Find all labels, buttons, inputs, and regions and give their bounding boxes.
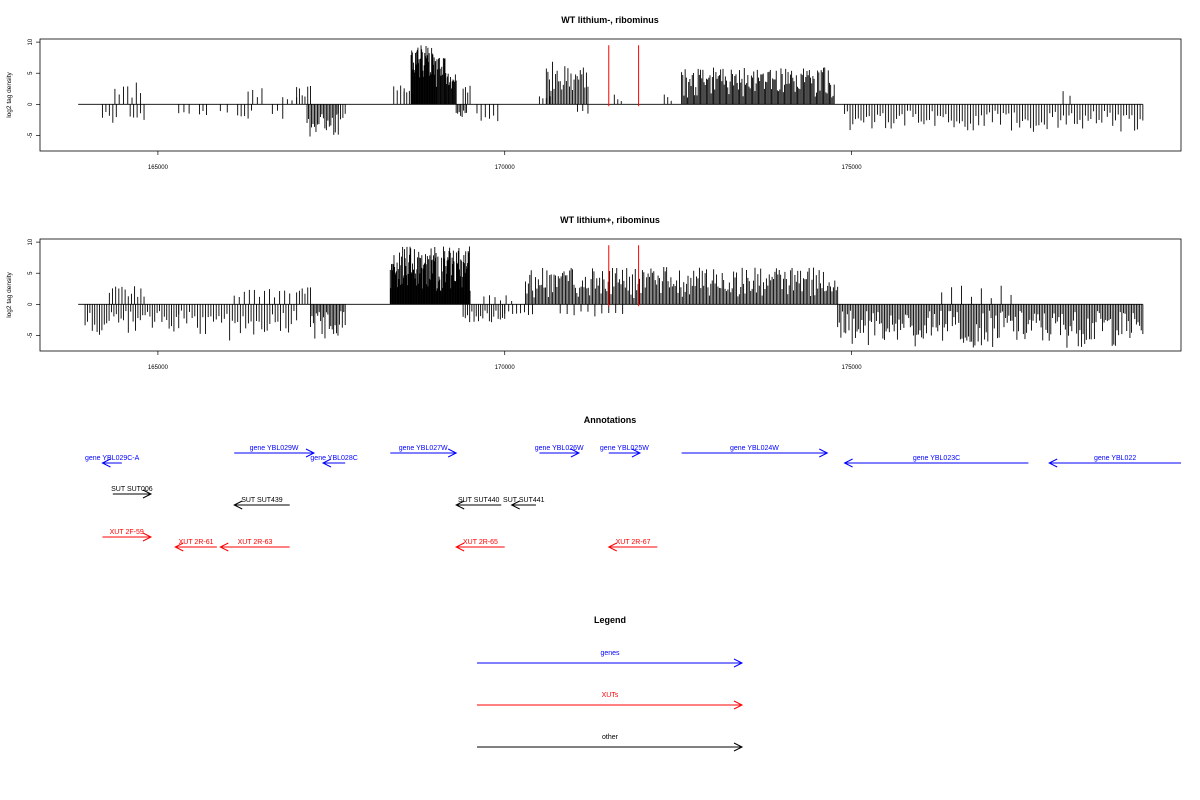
legend-label: other [602, 734, 619, 741]
annotation-arrow: SUT SUT006 [111, 486, 153, 499]
annotation-arrow: XUT 2R-65 [455, 539, 505, 552]
y-axis-label: log2 tag density [6, 271, 13, 317]
annotation-arrow: gene YBL029W [234, 445, 316, 458]
signal-bars [78, 245, 1144, 348]
axes: -5 0 5 10 165000 170000 175000 [28, 238, 862, 371]
annotation-arrow: XUT 2R-61 [174, 539, 217, 552]
annotation-label: gene YBL027W [399, 445, 448, 452]
y-tick-label: 5 [28, 71, 34, 75]
y-tick-label: 0 [28, 302, 34, 306]
legend-item: genes [477, 650, 744, 668]
legend-item: other [477, 734, 744, 752]
track-panel-lithium-minus: WT lithium-, ribominus log2 tag density … [6, 15, 1182, 171]
annotation-label: gene YBL023C [913, 455, 960, 462]
annotation-label: gene YBL029W [250, 445, 299, 452]
x-tick-label: 165000 [148, 365, 169, 371]
annotation-label: XUT 2R-63 [238, 539, 273, 546]
y-tick-label: -5 [28, 332, 34, 338]
y-tick-label: 10 [28, 238, 34, 245]
annotation-label: XUT 2R-61 [179, 539, 214, 546]
annotation-arrow: SUT SUT439 [233, 497, 290, 510]
x-tick-label: 175000 [842, 165, 863, 171]
annotation-label: SUT SUT441 [503, 497, 545, 504]
annotation-label: gene YBL029C-A [85, 455, 140, 462]
axes: -5 0 5 10 165000 170000 175000 [28, 38, 862, 171]
annotation-label: gene YBL028C [310, 455, 357, 462]
annotation-label: SUT SUT440 [458, 497, 500, 504]
y-tick-label: 10 [28, 38, 34, 45]
annotation-label: gene YBL025W [600, 445, 649, 452]
panel-title: WT lithium+, ribominus [560, 215, 660, 225]
annotation-label: XUT 2R-65 [463, 539, 498, 546]
annotation-arrow: gene YBL027W [390, 445, 458, 458]
plot-frame [39, 38, 1182, 152]
legend-item: XUTs [477, 692, 744, 710]
annotation-arrow: gene YBL029C-A [85, 455, 140, 468]
annotation-label: gene YBL024W [730, 445, 779, 452]
legend-items: genes XUTs other [477, 650, 744, 752]
x-tick-label: 175000 [842, 365, 863, 371]
annotation-arrow: SUT SUT441 [503, 497, 545, 510]
annotation-arrow: SUT SUT440 [455, 497, 502, 510]
legend-label: XUTs [602, 692, 619, 699]
x-tick-label: 165000 [148, 165, 169, 171]
y-tick-label: -5 [28, 132, 34, 138]
x-tick-label: 170000 [495, 165, 516, 171]
annotation-features: gene YBL029C-A gene YBL029W gene YBL028C ge… [85, 445, 1181, 552]
annotation-label: gene YBL022 [1094, 455, 1136, 462]
annotation-arrow: gene YBL026W [535, 445, 584, 458]
legend-label: genes [600, 650, 620, 657]
annotation-label: XUT 2R-67 [616, 539, 651, 546]
plot-frame [39, 238, 1182, 352]
annotation-arrow: gene YBL022 [1048, 455, 1181, 468]
signal-bars [78, 45, 1144, 137]
annotation-label: SUT SUT006 [111, 486, 153, 493]
annotation-arrow: XUT 2R-67 [607, 539, 658, 552]
annotation-label: gene YBL026W [535, 445, 584, 452]
annotation-arrow: gene YBL024W [681, 445, 829, 458]
annotation-arrow: gene YBL023C [843, 455, 1029, 468]
annotation-arrow: XUT 2R-63 [219, 539, 290, 552]
annotation-label: SUT SUT439 [241, 497, 283, 504]
annotation-label: XUT 2F-59 [110, 529, 144, 536]
annotation-arrow: gene YBL028C [310, 455, 358, 468]
y-tick-label: 5 [28, 271, 34, 275]
legend-title: Legend [594, 615, 626, 625]
legend: Legend genes XUTs other [477, 615, 744, 752]
annotation-arrow: gene YBL025W [600, 445, 649, 458]
x-tick-label: 170000 [495, 365, 516, 371]
y-tick-label: 0 [28, 102, 34, 106]
annotations-title: Annotations [584, 415, 637, 425]
panel-title: WT lithium-, ribominus [561, 15, 659, 25]
y-axis-label: log2 tag density [6, 71, 13, 117]
annotation-arrow: XUT 2F-59 [102, 529, 153, 542]
track-panel-lithium-plus: WT lithium+, ribominus log2 tag density … [6, 215, 1182, 371]
